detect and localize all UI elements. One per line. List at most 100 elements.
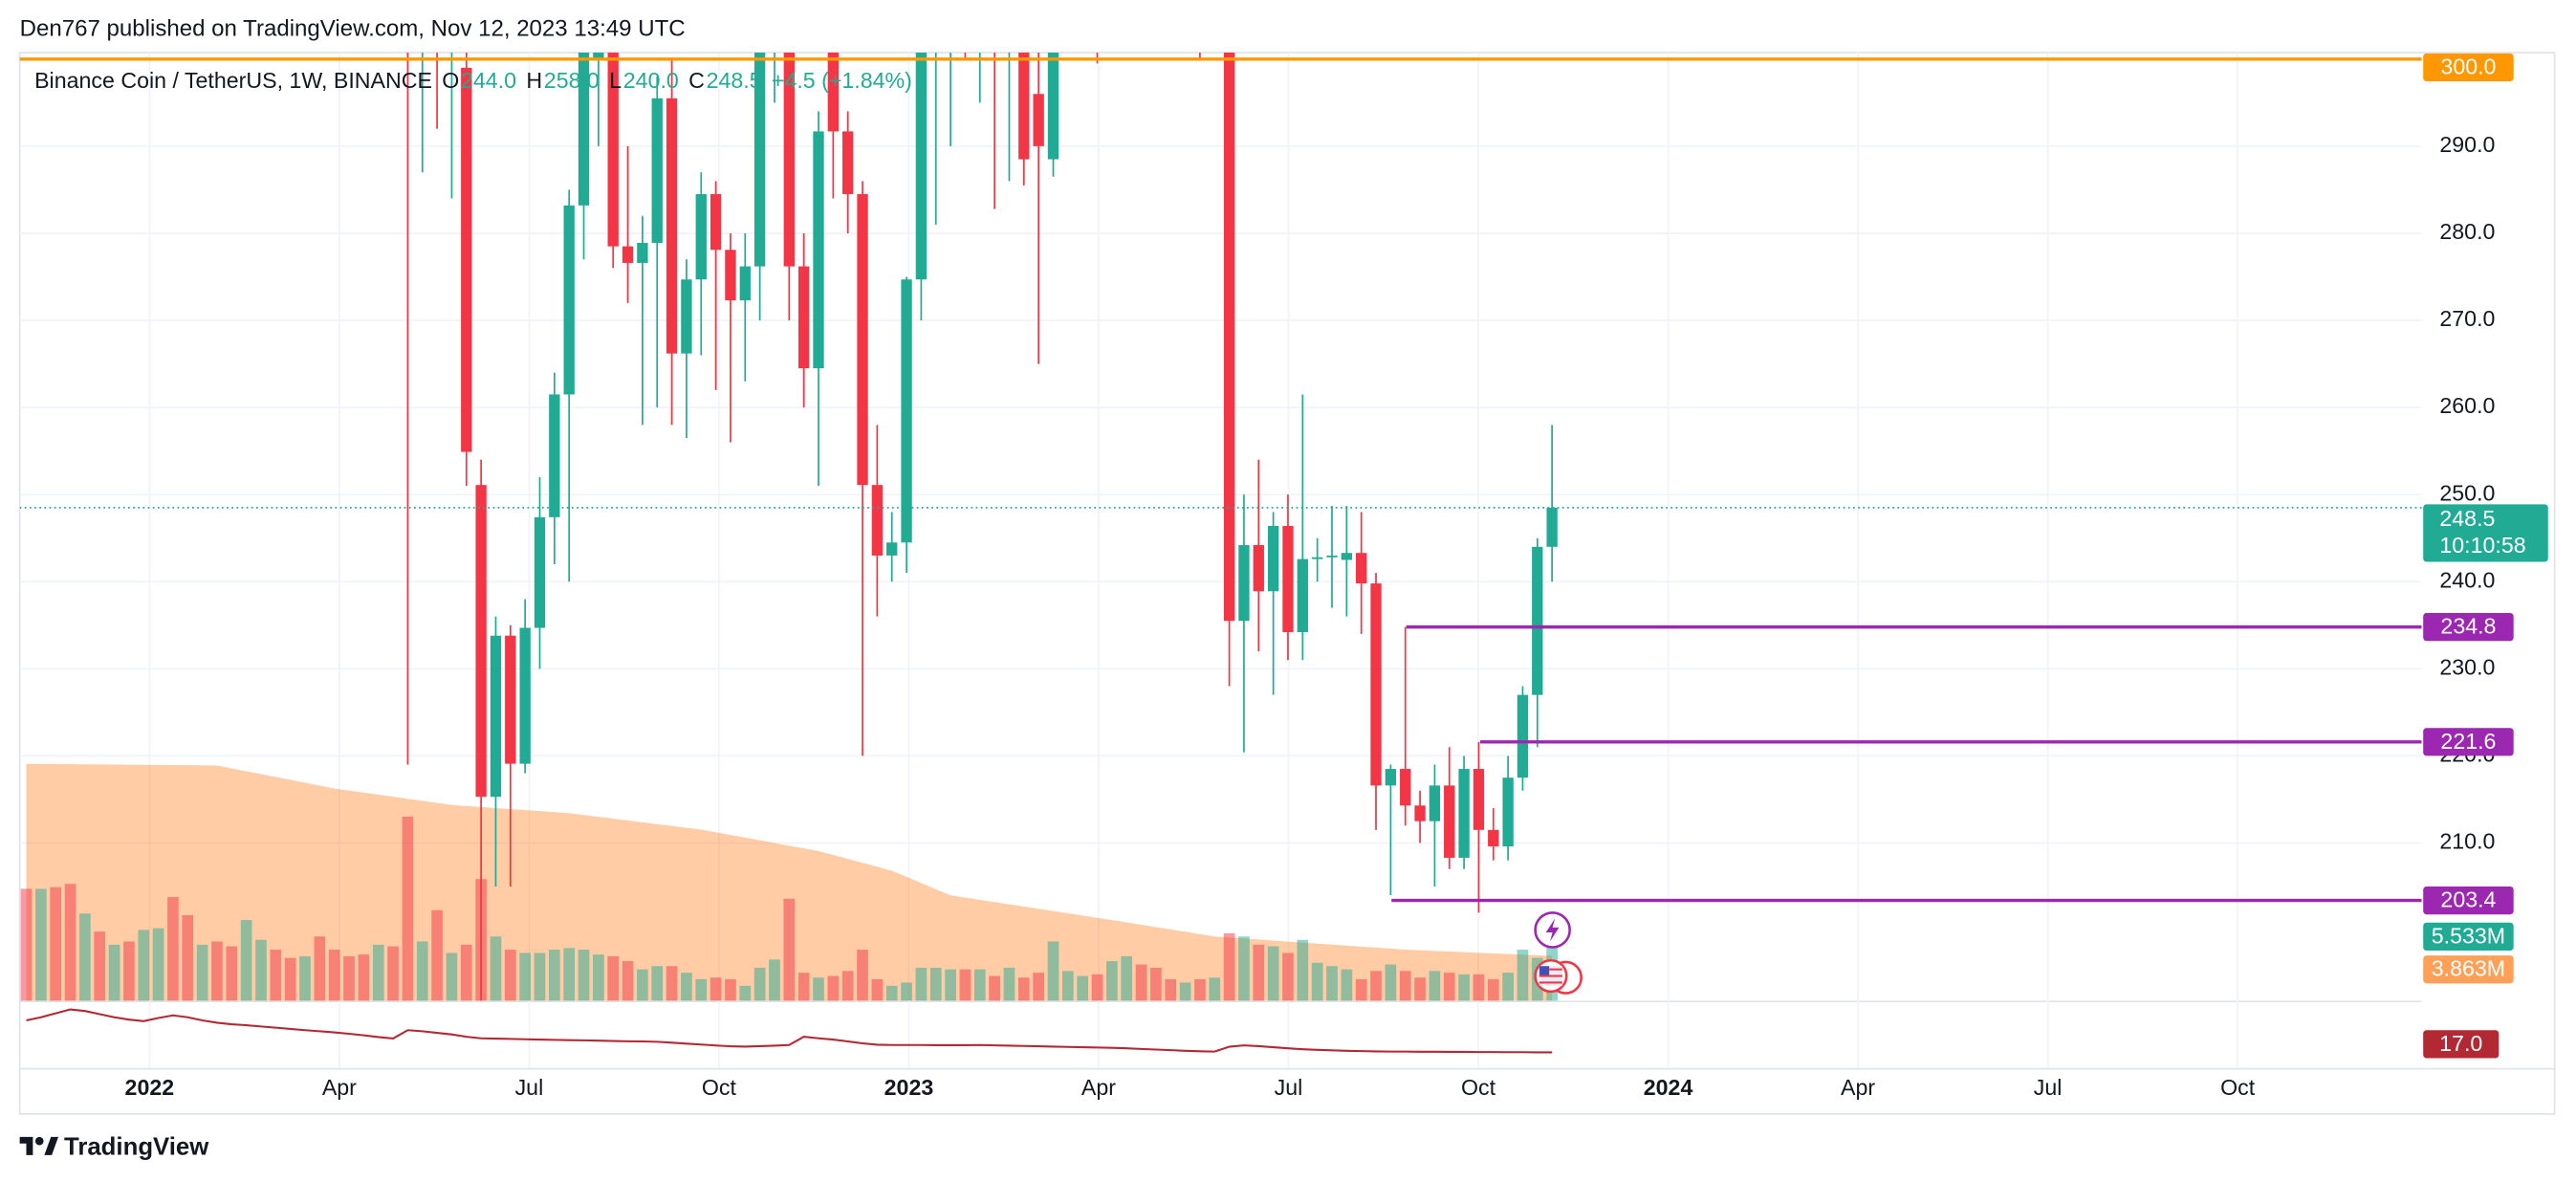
volume-bar	[138, 930, 150, 1001]
legend-part: O	[442, 68, 459, 93]
candle-body	[1223, 52, 1235, 622]
volume-bar	[226, 946, 238, 1001]
volume-bar	[284, 957, 296, 1001]
volume-bar	[841, 971, 854, 1001]
candle-body	[842, 131, 854, 194]
volume-bar	[813, 977, 824, 1001]
grid	[19, 52, 2422, 1068]
volume-bar	[1502, 973, 1514, 1001]
candle-body	[1400, 769, 1411, 806]
candle-body	[1473, 769, 1485, 830]
volume-bar	[1311, 962, 1323, 1001]
volume-bar	[989, 975, 1000, 1001]
legend-part: 240.0	[623, 68, 679, 93]
y-tick-label: 280.0	[2439, 219, 2495, 244]
y-tick-label: 270.0	[2439, 306, 2495, 331]
candle-body	[490, 635, 502, 798]
candle-body	[622, 246, 634, 263]
candle-body	[739, 266, 751, 301]
candle-body	[681, 279, 692, 354]
volume-bar	[460, 944, 472, 1001]
candle-body	[709, 193, 722, 251]
scale-label-box	[2423, 1030, 2500, 1059]
candle-body	[1458, 769, 1470, 858]
legend-part: 258.0	[544, 68, 600, 93]
candle-body	[1326, 555, 1338, 558]
symbol-legend: Binance Coin / TetherUS, 1W, BINANCE O 244…	[34, 68, 912, 93]
price-pane	[19, 52, 2422, 1001]
candle-body	[871, 485, 884, 556]
candle-body	[1047, 52, 1059, 160]
volume-bar	[885, 985, 898, 1001]
indicator-line	[26, 1008, 1553, 1054]
volume-bar	[973, 969, 986, 1001]
candle-body	[1356, 553, 1367, 584]
candle-body	[1385, 769, 1397, 786]
x-tick-label: Apr	[1841, 1075, 1875, 1100]
volume-bar	[79, 913, 91, 1001]
candle-body	[783, 52, 795, 267]
volume-bar	[827, 975, 840, 1001]
candle-body	[1282, 525, 1294, 633]
volume-bar	[504, 950, 516, 1001]
candle-body	[797, 266, 810, 369]
candle-body	[1370, 583, 1382, 786]
volume-bar	[123, 941, 135, 1001]
volume-bar	[1414, 977, 1426, 1001]
y-tick-label: 260.0	[2439, 393, 2495, 418]
volume-bar	[929, 967, 942, 1001]
scale-label: 5.533M	[2432, 923, 2505, 948]
scale-label-box	[2423, 53, 2514, 82]
candle-body	[1414, 805, 1426, 821]
candle-body	[651, 98, 663, 243]
candle-body	[1488, 829, 1499, 847]
x-tick-label: Oct	[2220, 1075, 2256, 1100]
candle-body	[753, 52, 766, 267]
candle-body	[1253, 545, 1264, 592]
scale-label-box	[2423, 613, 2514, 642]
volume-bar	[1003, 967, 1015, 1001]
volume-bar	[666, 966, 678, 1001]
last-price-box	[2423, 504, 2548, 562]
candle-body	[607, 52, 619, 247]
legend-part: H	[526, 68, 542, 93]
volume-bar	[1370, 971, 1382, 1001]
volume-bar	[1458, 974, 1470, 1001]
candle-body	[1311, 557, 1323, 559]
logo-mark	[44, 1136, 59, 1155]
candle-body	[549, 394, 560, 517]
volume-bar	[945, 969, 956, 1001]
logo-text[interactable]: TradingView	[64, 1134, 209, 1161]
volume-bar	[1179, 982, 1191, 1001]
volume-bar	[1473, 974, 1485, 1001]
volume-bar	[416, 941, 428, 1001]
volume-bar	[725, 978, 736, 1001]
volume-bar	[534, 952, 546, 1001]
volume-bar	[50, 886, 62, 1001]
event-icon-glyph	[1545, 918, 1560, 942]
volume-bar	[94, 931, 106, 1001]
x-tick-label: Apr	[322, 1075, 357, 1100]
candle-body	[857, 193, 868, 486]
volume-bar	[1385, 964, 1397, 1001]
candle-body	[666, 98, 678, 354]
volume-bar	[915, 967, 928, 1001]
volume-bar	[108, 944, 120, 1001]
candle-body	[593, 52, 604, 59]
volume-bar	[446, 952, 458, 1001]
candle-body	[1444, 785, 1455, 858]
volume-bar	[959, 969, 971, 1001]
volume-bar	[490, 936, 502, 1001]
volume-pane	[20, 763, 1558, 1001]
candle-body	[1341, 553, 1353, 560]
volume-bar	[240, 920, 252, 1001]
y-tick-label: 250.0	[2439, 480, 2495, 505]
volume-bar	[343, 955, 355, 1001]
volume-bar	[857, 950, 868, 1001]
volume-bar	[387, 946, 399, 1001]
volume-bar	[1047, 941, 1059, 1001]
volume-bar	[167, 896, 179, 1001]
volume-bar	[753, 967, 766, 1001]
candle-body	[1267, 525, 1279, 592]
